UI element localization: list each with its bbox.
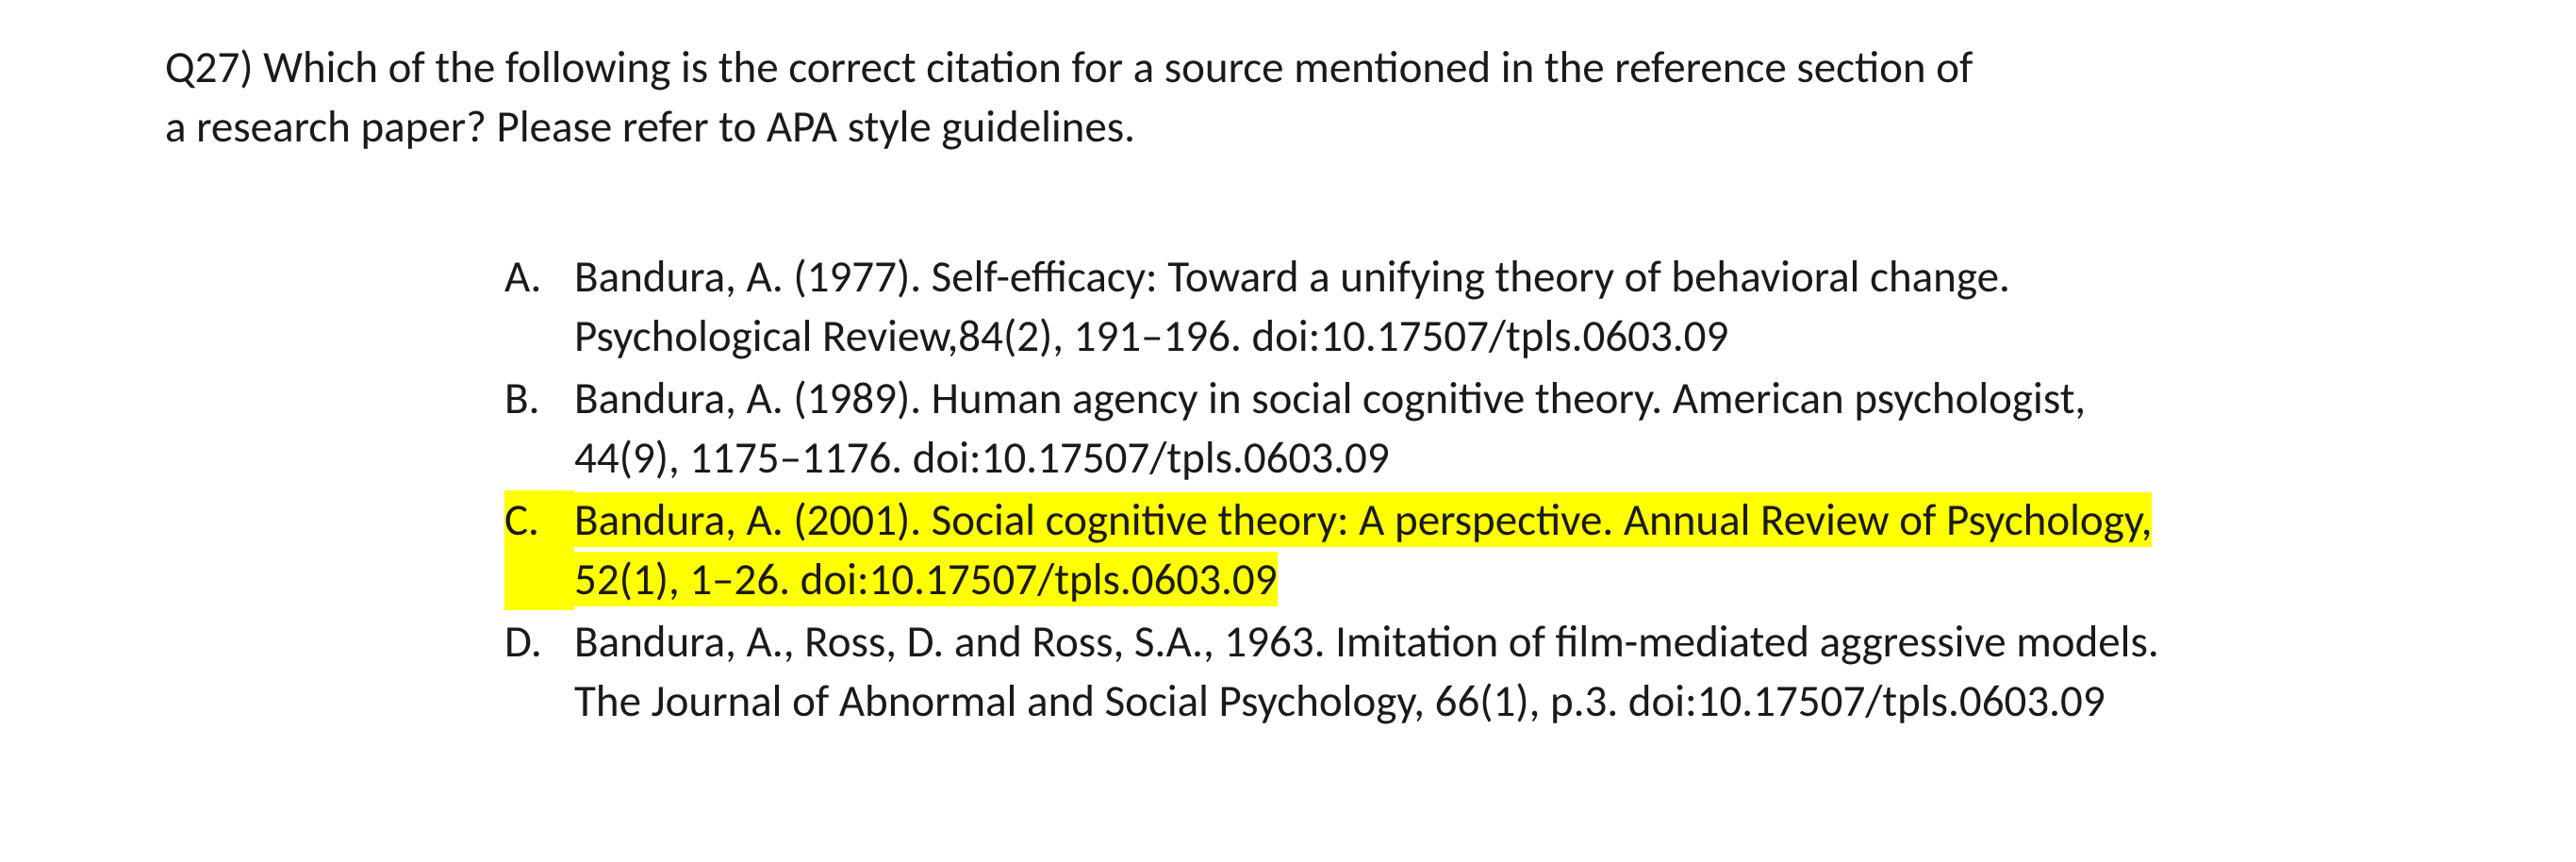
options-list: A. Bandura, A. (1977). Self-efficacy: To… [165,247,2411,732]
option-d: D. Bandura, A., Ross, D. and Ross, S.A.,… [504,612,2317,732]
option-a-line-1: Bandura, A. (1977). Self-efficacy: Towar… [574,249,2010,304]
question-line-2: a research paper? Please refer to APA st… [165,99,1135,154]
option-marker-b: B. [504,369,574,489]
option-c-line-1: Bandura, A. (2001). Social cognitive the… [574,492,2152,547]
option-marker-d: D. [504,612,574,732]
option-marker-c: C. [504,490,574,610]
option-b-line-1: Bandura, A. (1989). Human agency in soci… [574,371,2086,425]
option-c: C. Bandura, A. (2001). Social cognitive … [504,490,2317,610]
option-a-line-2: Psychological Review,84(2), 191–196. doi… [574,308,1728,363]
option-d-line-2: The Journal of Abnormal and Social Psych… [574,673,2105,728]
option-content-a: Bandura, A. (1977). Self-efficacy: Towar… [574,247,2317,367]
option-marker-a: A. [504,247,574,367]
option-c-line-2: 52(1), 1–26. doi:10.17507/tpls.0603.09 [574,552,1278,606]
question-line-1: Q27) Which of the following is the corre… [165,40,1973,94]
option-b: B. Bandura, A. (1989). Human agency in s… [504,369,2317,489]
option-b-line-2: 44(9), 1175–1176. doi:10.17507/tpls.0603… [574,430,1390,485]
question-prompt: Q27) Which of the following is the corre… [165,38,2411,157]
option-content-d: Bandura, A., Ross, D. and Ross, S.A., 19… [574,612,2317,732]
option-content-c: Bandura, A. (2001). Social cognitive the… [574,490,2317,610]
document-page: Q27) Which of the following is the corre… [0,0,2576,771]
option-content-b: Bandura, A. (1989). Human agency in soci… [574,369,2317,489]
option-d-line-1: Bandura, A., Ross, D. and Ross, S.A., 19… [574,614,2159,669]
option-a: A. Bandura, A. (1977). Self-efficacy: To… [504,247,2317,367]
